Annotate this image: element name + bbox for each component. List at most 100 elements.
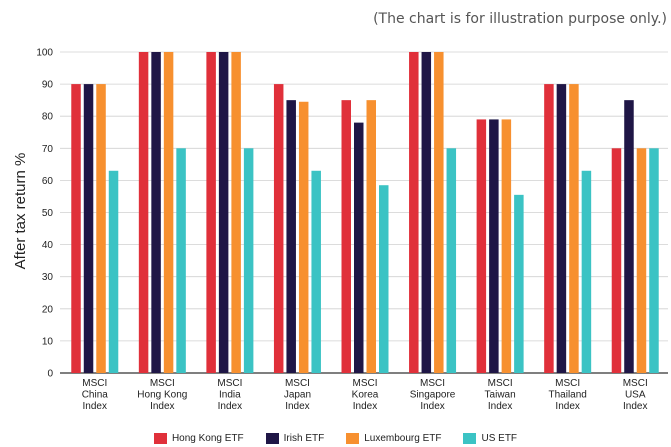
y-tick-label: 20: [42, 304, 54, 315]
y-tick-label: 40: [42, 240, 54, 251]
y-tick-label: 30: [42, 272, 54, 283]
legend-swatch: [153, 432, 167, 444]
legend-swatch: [346, 432, 360, 444]
bar: [569, 84, 579, 373]
category-label-line: USA: [625, 390, 646, 401]
y-tick-label: 100: [36, 48, 53, 59]
legend-label: US ETF: [481, 432, 518, 444]
category-label-line: China: [82, 390, 109, 401]
bar: [286, 100, 296, 374]
category-label-line: MSCI: [353, 378, 378, 389]
category-label-line: MSCI: [488, 378, 513, 389]
category-label-line: Index: [488, 401, 512, 412]
bar: [636, 148, 647, 373]
legend-item: Hong Kong ETF: [153, 431, 244, 445]
bar: [476, 119, 487, 373]
y-tick-label: 60: [42, 176, 54, 187]
bar: [544, 84, 554, 373]
category-label: MSCI Japan Index: [284, 378, 311, 412]
legend-item: Irish ETF: [265, 431, 325, 445]
category-label-line: Index: [555, 401, 579, 412]
bar: [311, 170, 321, 373]
bar: [206, 52, 216, 373]
category-label-line: Index: [420, 401, 444, 412]
y-tick-label: 70: [42, 144, 54, 155]
bar: [379, 185, 389, 373]
legend-swatch: [463, 432, 477, 444]
bar: [354, 122, 364, 374]
bar: [624, 100, 634, 374]
bar: [176, 148, 186, 373]
bar: [71, 84, 81, 373]
category-label-line: MSCI: [285, 378, 310, 389]
category-label-line: MSCI: [623, 378, 648, 389]
category-label-line: Thailand: [548, 390, 586, 401]
category-label-line: Taiwan: [485, 390, 516, 401]
category-label-line: Index: [218, 401, 242, 412]
category-label-line: MSCI: [217, 378, 242, 389]
y-tick-label: 80: [42, 112, 54, 123]
bar: [581, 170, 592, 373]
y-tick-label: 10: [42, 336, 54, 347]
bar: [138, 52, 149, 373]
legend: Hong Kong ETF Irish ETF Luxembourg ETF US E…: [0, 431, 671, 445]
category-label-line: Index: [150, 401, 174, 412]
bar: [108, 170, 119, 373]
category-label-line: Index: [353, 401, 377, 412]
category-label: MSCI Hong Kong Index: [137, 378, 187, 412]
category-label-line: Japan: [284, 390, 311, 401]
legend-item: US ETF: [463, 431, 517, 445]
category-label: MSCI Taiwan Index: [485, 378, 516, 412]
category-label: MSCI USA Index: [623, 378, 648, 412]
bar: [446, 148, 457, 373]
bar: [489, 119, 499, 373]
category-label: MSCI India Index: [217, 378, 242, 412]
bar: [649, 148, 659, 373]
y-tick-label: 50: [42, 208, 54, 219]
category-label: MSCI Thailand Index: [548, 378, 586, 412]
y-axis-ticks: 0 10 20 30 40 50 60 70 80 90 100: [36, 48, 53, 380]
bar: [611, 148, 622, 373]
bar: [556, 84, 567, 373]
category-label-line: Index: [83, 401, 107, 412]
category-label-line: Singapore: [410, 390, 456, 401]
bar: [218, 52, 229, 373]
legend-item: Luxembourg ETF: [346, 431, 441, 445]
category-label-line: India: [219, 390, 241, 401]
bar: [421, 52, 432, 373]
bar: [243, 148, 254, 373]
y-tick-label: 90: [42, 80, 54, 91]
bar: [96, 84, 106, 373]
bar: [366, 100, 376, 374]
bar: [514, 194, 524, 373]
category-label-line: Korea: [352, 390, 379, 401]
illustration-note: (The chart is for illustration purpose o…: [373, 11, 667, 27]
legend-swatch: [265, 432, 279, 444]
bar: [409, 52, 419, 373]
category-label: MSCI Korea Index: [352, 378, 379, 412]
legend-label: Hong Kong ETF: [171, 432, 244, 444]
bar: [83, 84, 94, 373]
bar: [298, 101, 309, 373]
bar: [151, 52, 161, 373]
bar: [231, 52, 241, 373]
category-label-line: Index: [285, 401, 309, 412]
gridlines: [60, 51, 668, 374]
bar: [434, 52, 444, 373]
y-axis-label: After tax return %: [12, 153, 29, 270]
legend-label: Luxembourg ETF: [364, 432, 442, 444]
legend-label: Irish ETF: [283, 432, 325, 444]
y-tick-label: 0: [47, 369, 53, 380]
category-label-line: MSCI: [82, 378, 107, 389]
category-label: MSCI China Index: [82, 378, 109, 412]
category-label-line: MSCI: [420, 378, 445, 389]
category-label-line: Hong Kong: [137, 390, 187, 401]
bars: [71, 52, 659, 374]
category-label: MSCI Singapore Index: [410, 378, 456, 412]
category-label-line: Index: [623, 401, 647, 412]
bar: [163, 52, 174, 373]
bar: [501, 119, 512, 373]
bar: [341, 100, 351, 374]
